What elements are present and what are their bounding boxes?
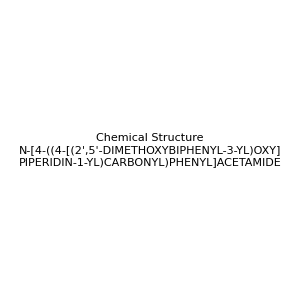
Text: Chemical Structure
N-[4-((4-[(2',5'-DIMETHOXYBIPHENYL-3-YL)OXY]
PIPERIDIN-1-YL)C: Chemical Structure N-[4-((4-[(2',5'-DIME… xyxy=(19,134,281,166)
